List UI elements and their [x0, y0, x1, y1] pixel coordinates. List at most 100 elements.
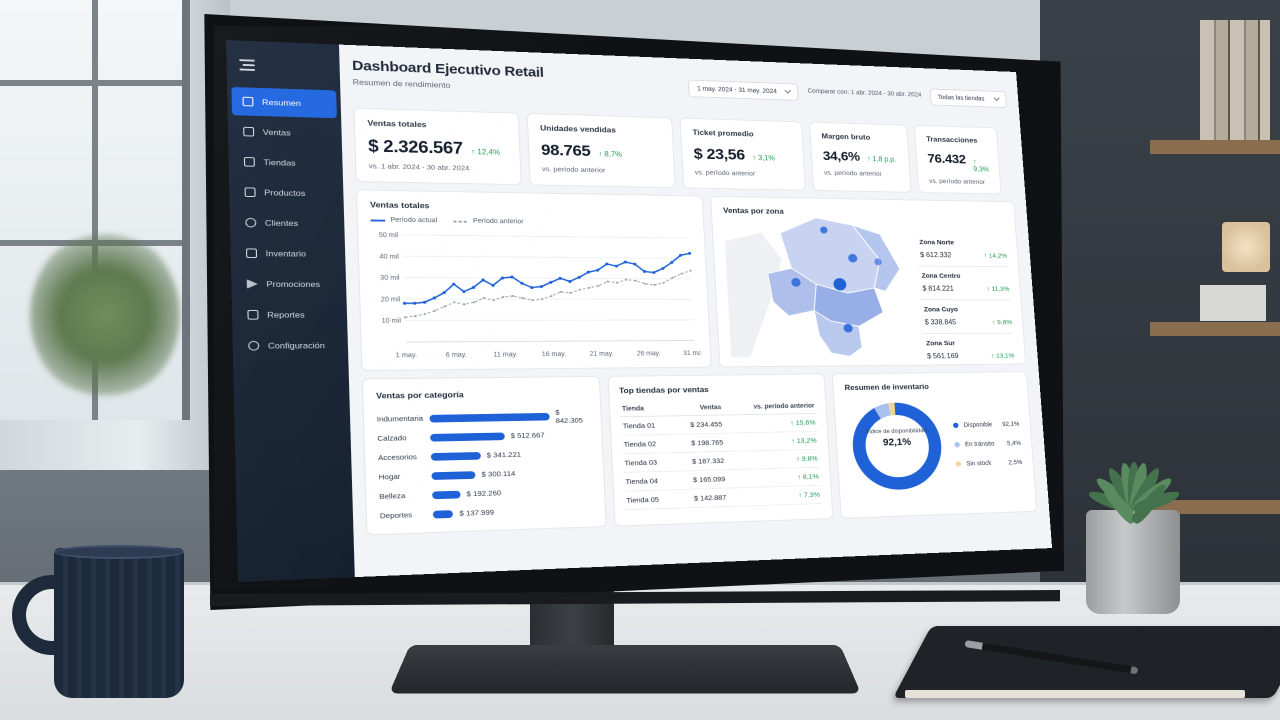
data-point-current[interactable]	[633, 263, 636, 266]
data-point-previous[interactable]	[588, 287, 590, 289]
sidebar-item-label: Productos	[264, 188, 305, 198]
sidebar-item-promociones[interactable]: Promociones	[235, 269, 342, 298]
data-point-previous[interactable]	[597, 285, 599, 287]
compare-period: Comparar con: 1 abr. 2024 - 30 abr. 2024	[807, 88, 921, 98]
category-bar[interactable]	[429, 412, 550, 422]
data-point-previous[interactable]	[635, 280, 637, 282]
zone-name: Zona Sur	[926, 339, 1014, 347]
kpi-delta: ↑ 12,4%	[471, 148, 500, 157]
zone-name: Zona Cuyo	[924, 305, 1012, 313]
category-bar[interactable]	[430, 432, 505, 441]
data-point-current[interactable]	[413, 302, 416, 305]
store-select-value: Todas las tiendas	[938, 94, 985, 101]
sidebar-item-label: Configuración	[268, 341, 325, 351]
background-plant	[30, 230, 180, 400]
sales-line-chart: 10 mil 20 mil 30 mil 40 mil 50 mil 1 may. 6 ma…	[371, 223, 701, 365]
data-point-current[interactable]	[688, 252, 691, 255]
x-tick-label: 6 may.	[446, 350, 467, 358]
zone-amount: $ 561.169	[927, 352, 959, 360]
kpi-label: Margen bruto	[821, 132, 896, 143]
grid-line	[405, 320, 693, 321]
kpi-foot: vs. período anterior	[542, 165, 663, 176]
inventory-card: Resumen de inventario Índice de disponib…	[832, 371, 1037, 518]
inventory-icon	[246, 248, 257, 258]
zone-delta: ↑ 14,2%	[983, 252, 1007, 260]
chevron-down-icon	[785, 88, 791, 94]
zone-values: $ 338.845 ↑ 9,8%	[925, 318, 1013, 326]
inventory-item-name: En tránsito	[965, 440, 1007, 447]
zone-item[interactable]: Zona Centro $ 814.221 ↑ 11,3%	[917, 266, 1010, 300]
zone-amount: $ 814.221	[922, 285, 954, 293]
sidebar-item-label: Inventario	[266, 249, 307, 259]
data-point-previous[interactable]	[404, 316, 406, 318]
sidebar-item-resumen[interactable]: Resumen	[231, 87, 337, 118]
sidebar-item-reportes[interactable]: Reportes	[236, 300, 343, 329]
monitor-stand-base	[389, 645, 861, 694]
data-point-current[interactable]	[530, 286, 533, 289]
sidebar-item-configuracin[interactable]: Configuración	[237, 331, 344, 361]
sidebar-item-tiendas[interactable]: Tiendas	[233, 147, 339, 178]
zone-item[interactable]: Zona Norte $ 612.332 ↑ 14,2%	[915, 233, 1008, 267]
date-range-select[interactable]: 1 may. 2024 - 31 may. 2024	[688, 80, 799, 101]
store-delta: ↑ 13,2%	[725, 431, 819, 451]
sidebar-item-label: Reportes	[267, 310, 305, 320]
category-value: $ 512.667	[510, 431, 544, 440]
category-bar[interactable]	[432, 490, 460, 499]
zone-delta: ↑ 13,1%	[991, 352, 1015, 360]
data-point-current[interactable]	[643, 270, 646, 273]
data-point-previous[interactable]	[607, 281, 609, 283]
store-select[interactable]: Todas las tiendas	[930, 89, 1007, 108]
zone-item[interactable]: Zona Sur $ 561.169 ↑ 13,1%	[922, 334, 1015, 368]
column-header-store[interactable]: Tienda	[620, 402, 673, 417]
store-sales: $ 187.332	[674, 451, 726, 471]
kpi-value-row: 76.432 ↑ 9,3%	[927, 151, 989, 173]
zone-item[interactable]: Zona Cuyo $ 338.845 ↑ 9,8%	[920, 300, 1013, 334]
chart-icon	[243, 127, 254, 137]
category-bar[interactable]	[433, 510, 454, 518]
store-sales: $ 198.765	[673, 433, 725, 452]
inventory-item-value: 2,5%	[1008, 459, 1022, 465]
plant-pot	[1086, 510, 1180, 614]
data-point-current[interactable]	[520, 282, 523, 285]
data-point-previous[interactable]	[512, 295, 514, 297]
data-point-current[interactable]	[403, 302, 406, 305]
data-point-previous[interactable]	[560, 291, 562, 293]
data-point-previous[interactable]	[473, 301, 475, 303]
top-stores-card: Top tiendas por ventas Tienda Ventas vs.…	[608, 373, 834, 526]
menu-toggle-icon[interactable]	[239, 59, 254, 71]
x-tick-label: 1 may.	[396, 351, 418, 359]
data-point-previous[interactable]	[644, 283, 646, 285]
inventory-item-name: Disponible	[963, 421, 1002, 428]
column-header-sales[interactable]: Ventas	[672, 401, 724, 416]
sidebar-item-ventas[interactable]: Ventas	[232, 117, 338, 148]
category-label: Accesorios	[378, 452, 431, 462]
legend-dot	[953, 423, 959, 428]
report-icon	[247, 310, 258, 320]
megaphone-icon	[247, 279, 258, 289]
data-point-previous[interactable]	[414, 315, 416, 317]
sidebar-item-clientes[interactable]: Clientes	[234, 208, 340, 238]
top-stores-title: Top tiendas por ventas	[619, 383, 816, 395]
sidebar: Resumen Ventas Tiendas Productos Clientes Inv…	[226, 40, 355, 582]
books	[1200, 20, 1270, 140]
data-point-previous[interactable]	[463, 303, 465, 305]
data-point-previous[interactable]	[653, 284, 655, 286]
category-title: Ventas por categoría	[376, 388, 588, 400]
gear-icon	[248, 341, 259, 351]
shelf	[1150, 140, 1280, 154]
kpi-value-row: 34,6% ↑ 1,8 p.p.	[822, 149, 898, 165]
sidebar-item-productos[interactable]: Productos	[233, 178, 339, 208]
zone-values: $ 561.169 ↑ 13,1%	[927, 352, 1015, 361]
category-bar[interactable]	[431, 452, 481, 461]
data-point-previous[interactable]	[424, 313, 426, 315]
y-tick-label: 20 mil	[381, 295, 401, 303]
category-value: $ 137.999	[459, 508, 494, 518]
zone-map-card: Ventas por zona	[710, 196, 1026, 368]
donut-center: Índice de disponibilidad 92,1%	[847, 427, 946, 449]
kpi-card: Transacciones 76.432 ↑ 9,3% vs. período ant…	[914, 125, 1002, 195]
sidebar-item-inventario[interactable]: Inventario	[235, 239, 342, 268]
store-name: Tienda 05	[624, 490, 677, 510]
category-bar[interactable]	[431, 471, 475, 480]
sales-line-chart-card: Ventas totales Período actual Período an…	[356, 189, 712, 371]
kpi-value: $ 23,56	[693, 145, 745, 164]
